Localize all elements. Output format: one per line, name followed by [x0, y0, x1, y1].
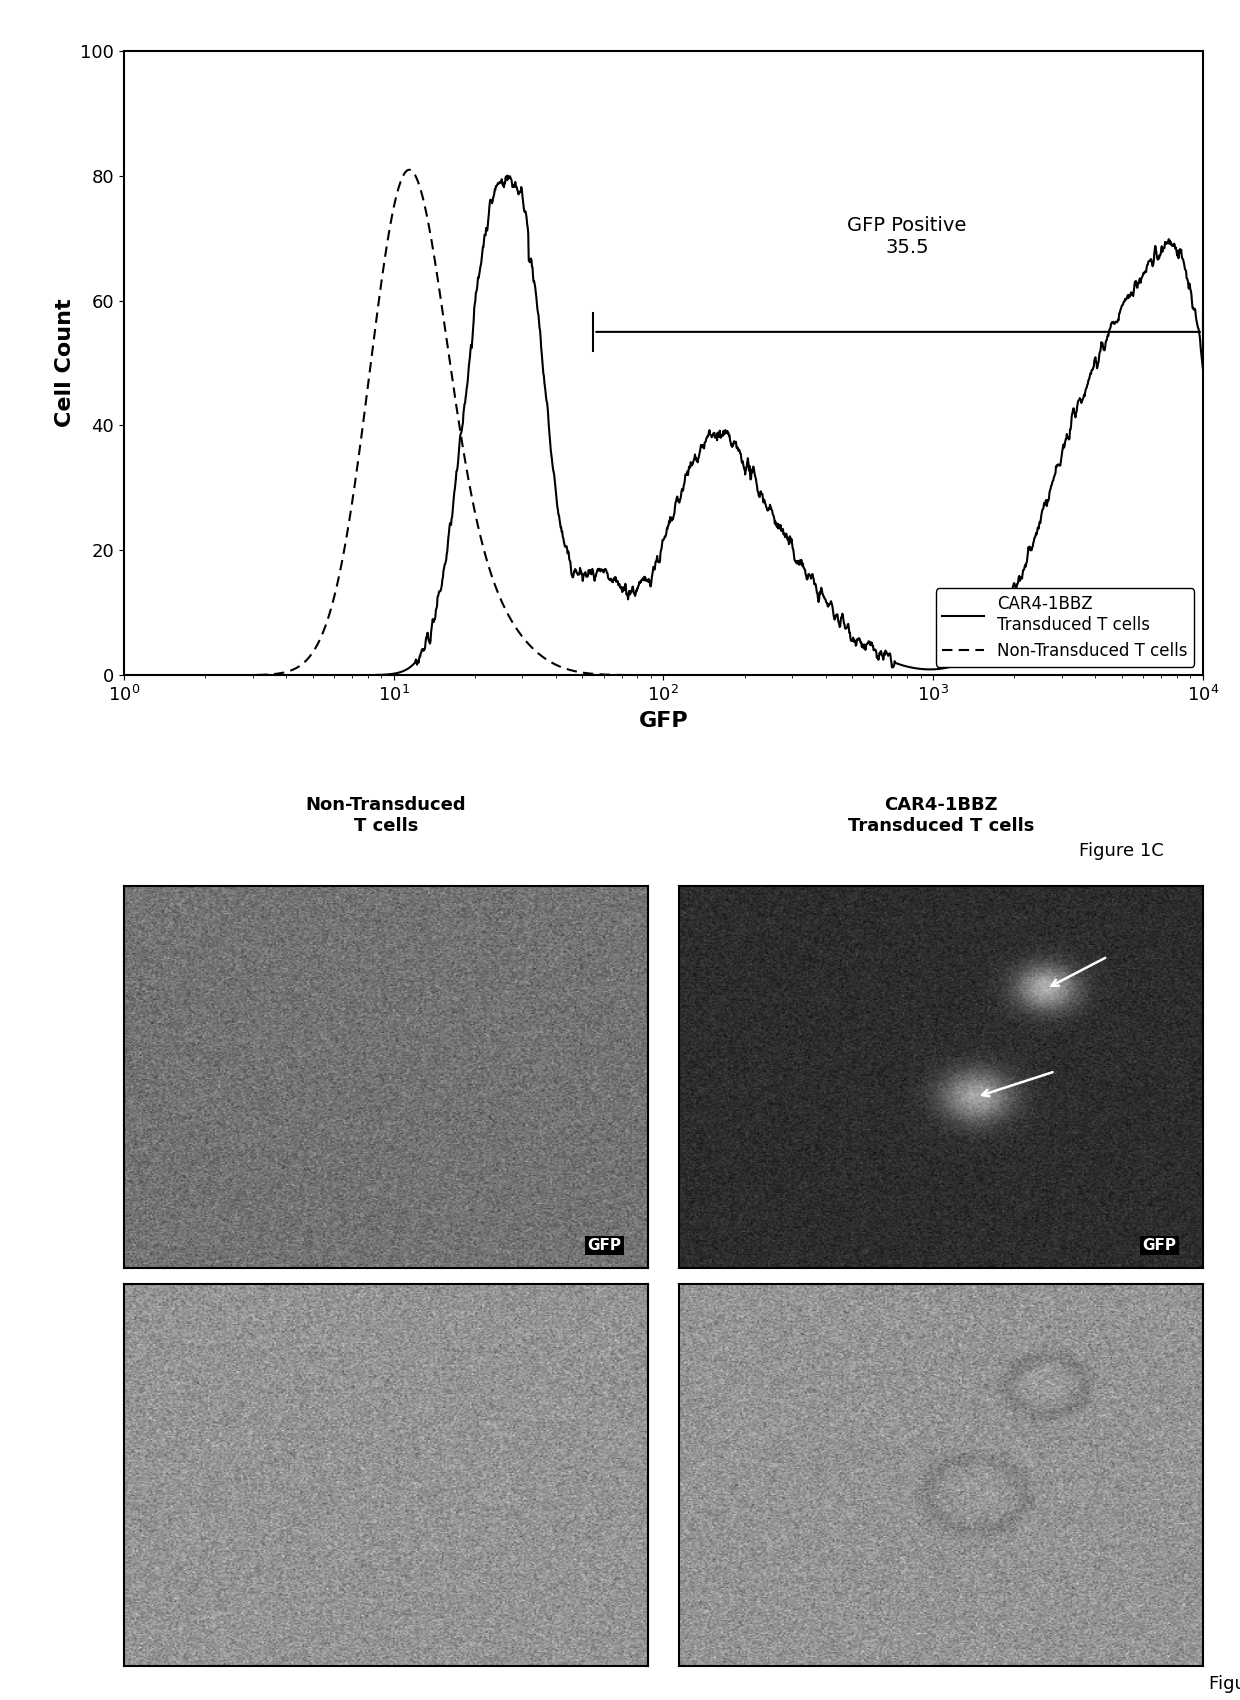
X-axis label: GFP: GFP: [639, 711, 688, 731]
Text: GFP: GFP: [1142, 1238, 1177, 1253]
Text: GFP: GFP: [588, 1238, 621, 1253]
Text: CAR4-1BBZ
Transduced T cells: CAR4-1BBZ Transduced T cells: [848, 796, 1034, 835]
Legend: CAR4-1BBZ
Transduced T cells, Non-Transduced T cells: CAR4-1BBZ Transduced T cells, Non-Transd…: [936, 588, 1194, 666]
Text: GFP Positive
35.5: GFP Positive 35.5: [847, 216, 967, 257]
Text: Figure 1D: Figure 1D: [1209, 1674, 1240, 1693]
Y-axis label: Cell Count: Cell Count: [55, 299, 74, 427]
Text: Non-Transduced
T cells: Non-Transduced T cells: [305, 796, 466, 835]
Text: Figure 1C: Figure 1C: [1079, 842, 1163, 860]
